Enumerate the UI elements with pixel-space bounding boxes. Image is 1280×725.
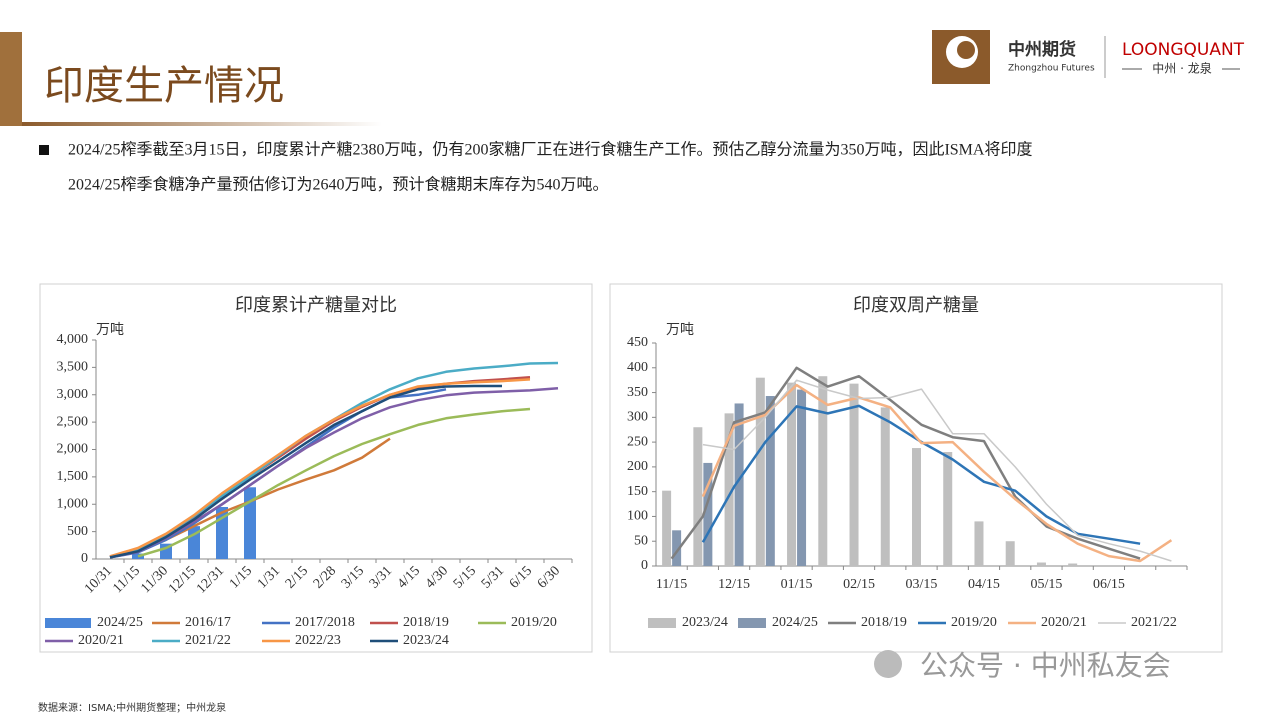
bar <box>662 490 672 566</box>
bar <box>1036 562 1046 566</box>
legend-label: 2024/25 <box>97 615 143 630</box>
y-tick-label: 1,000 <box>57 496 89 511</box>
bar <box>693 427 703 566</box>
legend-label: 2021/22 <box>1131 615 1177 630</box>
legend-swatch <box>45 618 91 628</box>
y-tick-label: 0 <box>81 551 88 566</box>
legend-swatch <box>738 618 766 628</box>
y-axis-unit: 万吨 <box>666 322 694 338</box>
legend-label: 2017/2018 <box>295 615 355 630</box>
chart-title: 印度累计产糖量对比 <box>235 295 397 316</box>
legend-label: 2016/17 <box>185 615 231 630</box>
legend-label: 2023/24 <box>682 615 728 630</box>
y-tick-label: 50 <box>634 533 648 548</box>
y-tick-label: 1,500 <box>57 469 89 484</box>
x-tick-label: 11/15 <box>656 577 687 592</box>
bullet-line: 2024/25榨季食糖净产量预估修订为2640万吨，预计食糖期末库存为540万吨… <box>68 176 608 194</box>
y-tick-label: 300 <box>627 410 648 425</box>
header-title: 印度生产情况 <box>44 63 284 109</box>
y-tick-label: 3,500 <box>57 360 89 375</box>
line-series <box>109 384 502 559</box>
source-note: 数据来源：ISMA;中州期货整理；中州龙泉 <box>38 701 226 714</box>
bar <box>787 382 797 566</box>
bar <box>672 530 682 566</box>
logo-cn: 中州期货 <box>1008 39 1076 60</box>
y-tick-label: 2,500 <box>57 414 89 429</box>
logo-brand-cn: 中州 · 龙泉 <box>1152 61 1211 76</box>
x-tick-label: 03/15 <box>906 577 938 592</box>
header-bar <box>0 32 22 126</box>
bar <box>818 376 828 566</box>
bar <box>1005 541 1015 566</box>
bar <box>849 383 859 566</box>
bar <box>1068 563 1078 566</box>
x-tick-label: 05/15 <box>1030 577 1062 592</box>
x-tick-label: 12/15 <box>718 577 750 592</box>
bullet-line: 2024/25榨季截至3月15日，印度累计产糖2380万吨，仍有200家糖厂正在… <box>68 141 1032 159</box>
y-tick-label: 450 <box>627 335 648 350</box>
legend-label: 2020/21 <box>1041 615 1087 630</box>
line-series <box>137 407 531 558</box>
chart-frame <box>39 283 593 653</box>
y-tick-label: 500 <box>67 524 88 539</box>
bar <box>188 526 200 559</box>
legend-label: 2018/19 <box>403 615 449 630</box>
bar <box>974 521 984 566</box>
bar <box>703 462 713 566</box>
bar <box>244 487 256 559</box>
bar <box>724 413 734 566</box>
legend-label: 2024/25 <box>772 615 818 630</box>
watermark-icon <box>874 650 902 678</box>
y-tick-label: 100 <box>627 509 648 524</box>
y-tick-label: 0 <box>641 558 648 573</box>
logo-icon-mark <box>957 41 975 59</box>
y-tick-label: 400 <box>627 360 648 375</box>
y-tick-label: 250 <box>627 434 648 449</box>
line-series <box>702 379 1172 562</box>
header-underline <box>22 122 382 126</box>
bar <box>880 407 890 566</box>
x-tick-label: 01/15 <box>781 577 813 592</box>
bar <box>797 389 807 566</box>
logo-brand: LOONGQUANT <box>1122 40 1245 60</box>
legend-label: 2019/20 <box>511 615 557 630</box>
line-series <box>109 386 559 559</box>
line-series <box>109 378 531 558</box>
y-tick-label: 350 <box>627 385 648 400</box>
line-series <box>701 383 1173 563</box>
legend-label: 2023/24 <box>403 633 449 648</box>
legend-label: 2022/23 <box>295 633 341 648</box>
x-tick-label: 02/15 <box>843 577 875 592</box>
bullet-marker <box>39 145 49 155</box>
y-tick-label: 150 <box>627 484 648 499</box>
x-tick-label: 04/15 <box>968 577 1000 592</box>
legend-swatch <box>648 618 676 628</box>
y-tick-label: 2,000 <box>57 442 89 457</box>
y-axis-unit: 万吨 <box>96 322 124 338</box>
bar <box>943 452 953 566</box>
logo-en: Zhongzhou Futures <box>1008 64 1095 74</box>
watermark: 公众号 · 中州私友会 <box>920 649 1171 682</box>
x-tick-label: 06/15 <box>1093 577 1125 592</box>
legend-label: 2018/19 <box>861 615 907 630</box>
chart-title: 印度双周产糖量 <box>853 295 979 316</box>
y-tick-label: 3,000 <box>57 387 89 402</box>
bar <box>734 403 744 566</box>
y-tick-label: 200 <box>627 459 648 474</box>
legend-label: 2019/20 <box>951 615 997 630</box>
bar <box>765 396 775 566</box>
bar <box>912 448 921 566</box>
legend-label: 2020/21 <box>78 633 124 648</box>
legend-label: 2021/22 <box>185 633 231 648</box>
y-tick-label: 4,000 <box>57 332 89 347</box>
bar <box>755 377 765 566</box>
